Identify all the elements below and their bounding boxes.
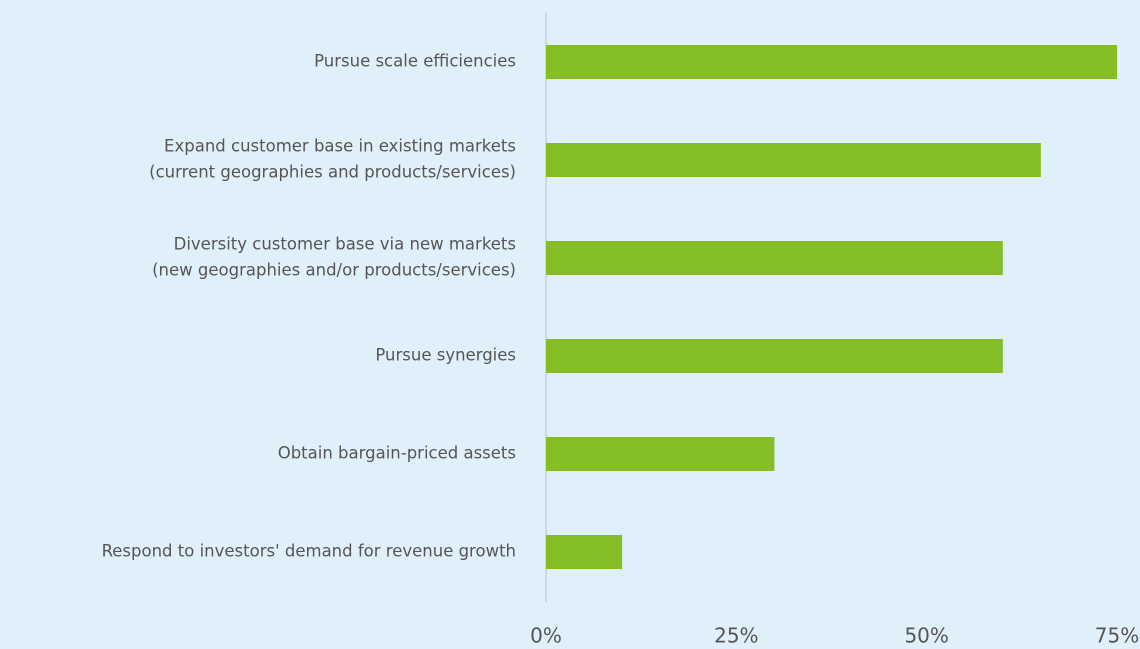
x-tick-label: 0% <box>530 624 562 648</box>
bar <box>546 535 623 569</box>
bar <box>546 143 1041 177</box>
category-label: Obtain bargain-priced assets <box>278 444 516 463</box>
bar <box>546 241 1003 275</box>
category-label: Respond to investors' demand for revenue… <box>102 542 516 561</box>
category-label: Pursue scale efficiencies <box>314 52 516 71</box>
x-tick-label: 50% <box>904 624 948 648</box>
x-tick-label: 75% <box>1095 624 1139 648</box>
category-label: Pursue synergies <box>375 346 516 365</box>
bar <box>546 45 1117 79</box>
category-label: Expand customer base in existing markets <box>164 137 516 156</box>
bar <box>546 339 1003 373</box>
x-tick-label: 25% <box>714 624 758 648</box>
category-label: (current geographies and products/servic… <box>149 163 516 182</box>
category-label: Diversity customer base via new markets <box>174 235 516 254</box>
category-label: (new geographies and/or products/service… <box>152 261 516 280</box>
bar <box>546 437 775 471</box>
